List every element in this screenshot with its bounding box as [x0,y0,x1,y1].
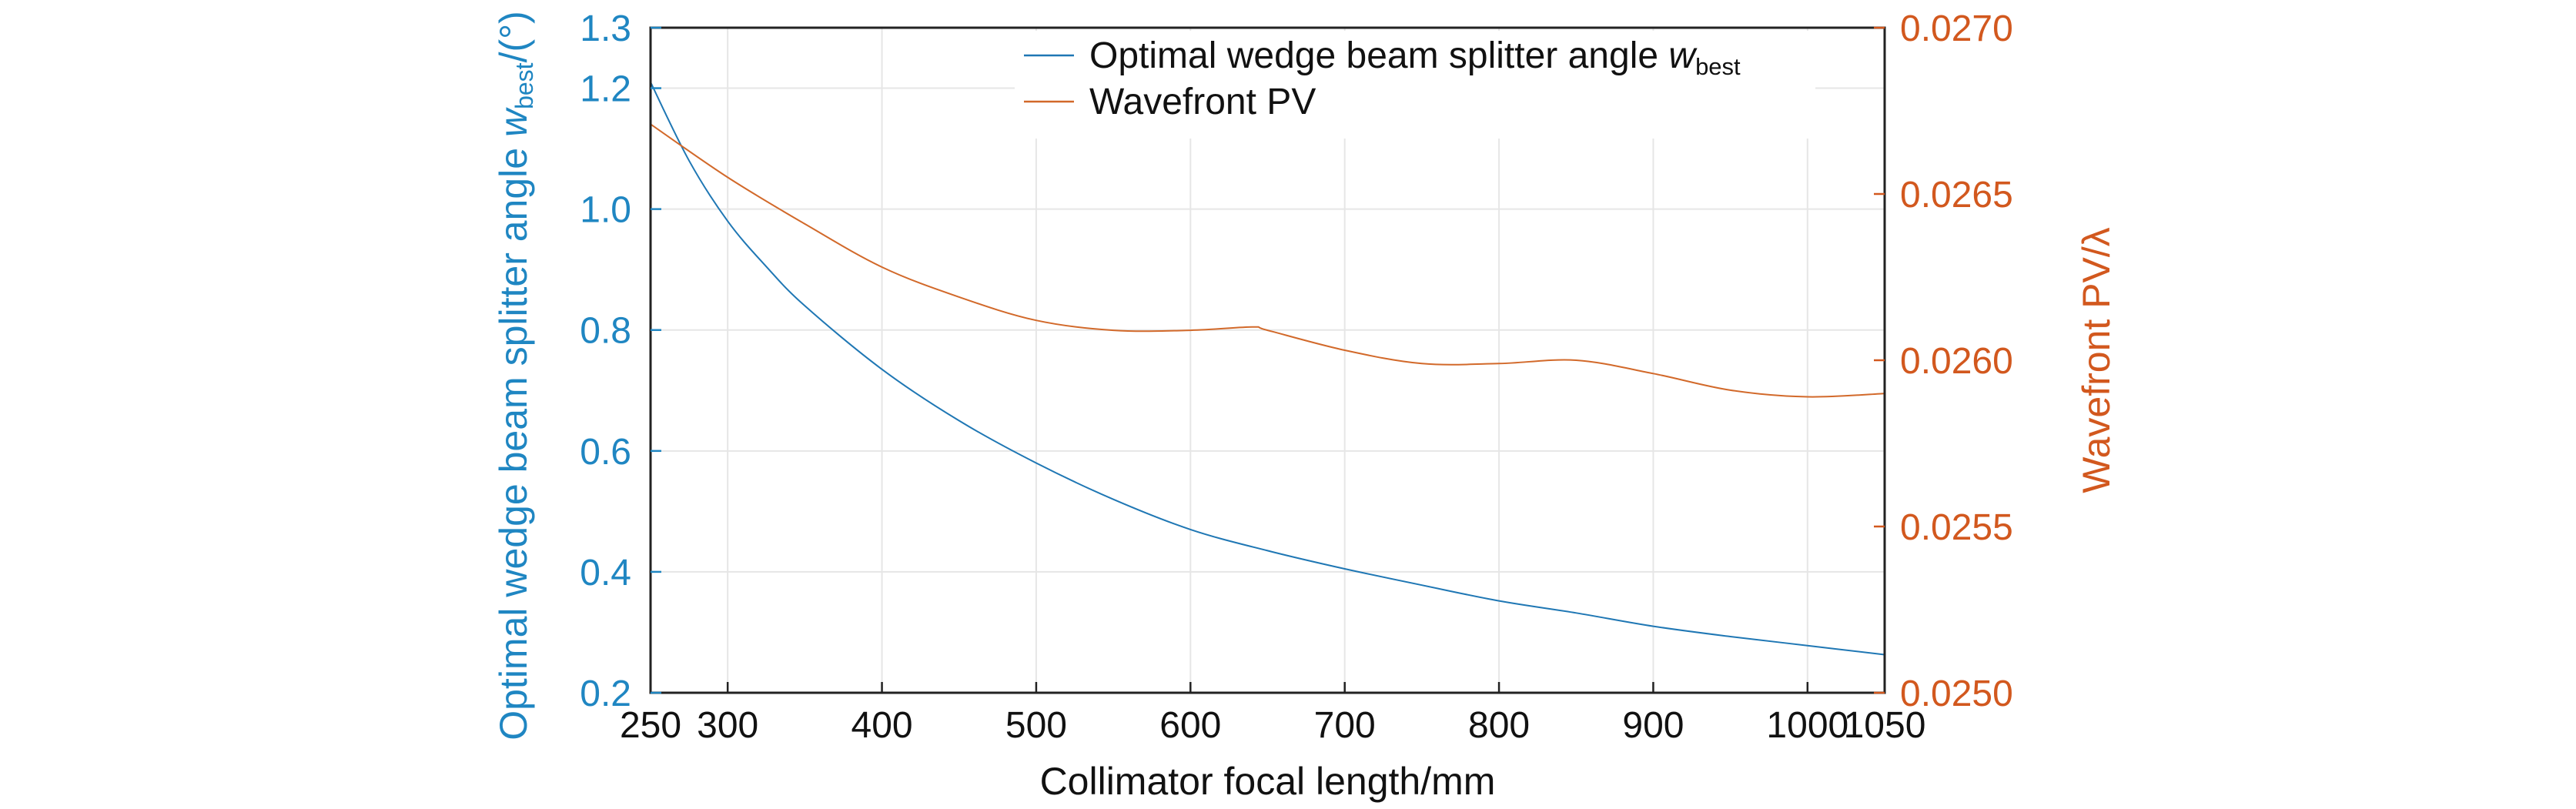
x-tick-label: 900 [1622,705,1684,746]
y-left-tick-label: 0.8 [580,311,631,352]
y-left-label-sub: best [510,62,538,109]
y-right-tick-label: 0.0265 [1900,175,2013,216]
x-tick-label: 1000 [1766,705,1848,746]
y-axis-left-label: Optimal wedge beam splitter angle wbest/… [492,11,538,740]
y-left-tick-label: 1.3 [580,8,631,49]
y-right-tick-label: 0.0255 [1900,507,2013,548]
series-line-wavefront-pv [650,123,1885,398]
y-right-tick-label: 0.0260 [1900,341,2013,382]
legend-label-wbest: Optimal wedge beam splitter angle wbest [1089,35,1741,80]
y-left-label-main: Optimal wedge beam splitter angle [492,137,535,740]
y-left-tick-label: 1.0 [580,190,631,231]
x-tick-label: 300 [697,705,758,746]
legend: Optimal wedge beam splitter angle wbest … [1015,31,1815,139]
y-left-tick-label: 0.6 [580,432,631,473]
x-tick-label: 250 [620,705,681,746]
y-left-tick-label: 1.2 [580,69,631,110]
legend-label-wbest-main: Optimal wedge beam splitter angle [1089,35,1668,76]
legend-label-wavefront: Wavefront PV [1089,82,1316,122]
y-axis-right-label: Wavefront PV/λ [2075,227,2118,493]
x-tick-label: 800 [1468,705,1530,746]
y-left-label-tail: /(°) [492,11,535,62]
x-tick-label: 700 [1314,705,1376,746]
y-right-tick-label: 0.0250 [1900,674,2013,714]
x-tick-label: 1050 [1844,705,1926,746]
x-tick-label: 500 [1005,705,1067,746]
legend-label-wbest-sub: best [1695,53,1741,80]
y-left-tick-label: 0.4 [580,553,631,593]
y-left-label-var: w [492,107,535,137]
x-tick-label: 400 [851,705,913,746]
legend-background [1015,31,1815,139]
series-line-wbest [650,82,1885,656]
x-tick-label: 600 [1159,705,1221,746]
y-right-tick-label: 0.0270 [1900,8,2013,49]
series-layer [650,82,1885,656]
legend-label-wbest-var: w [1668,35,1698,76]
x-axis-label: Collimator focal length/mm [1040,760,1496,803]
y-left-tick-label: 0.2 [580,674,631,714]
